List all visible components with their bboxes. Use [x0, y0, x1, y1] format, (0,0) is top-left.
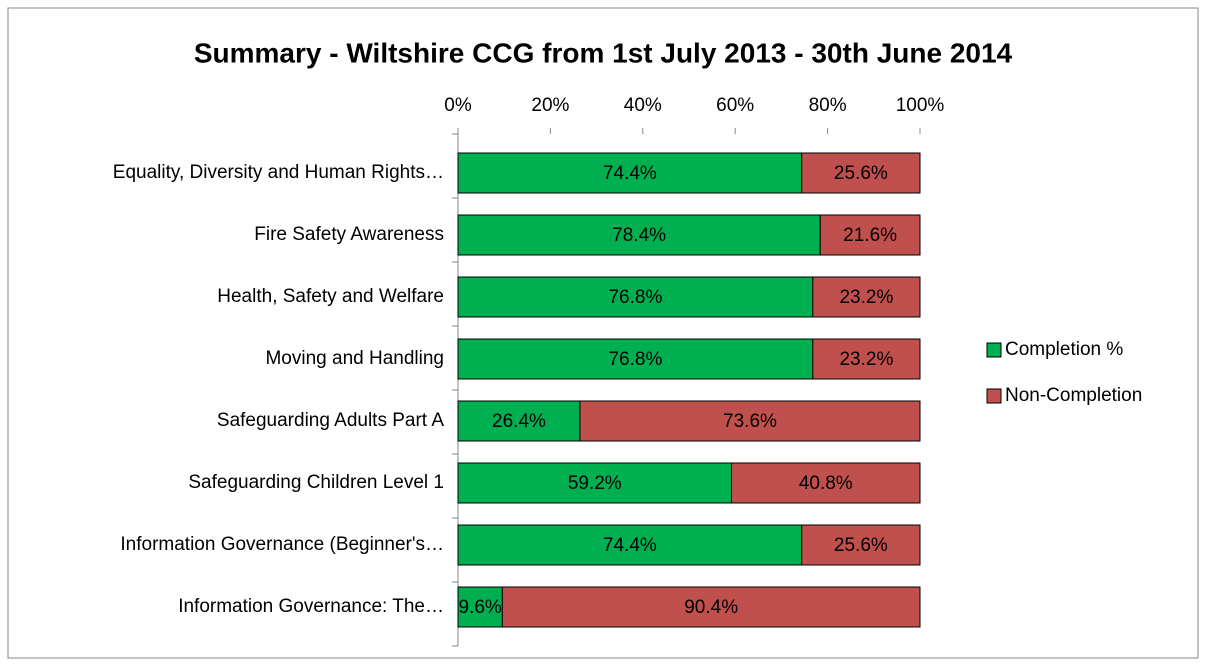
bar-segment	[812, 338, 921, 380]
data-label: 73.6%	[723, 411, 777, 432]
bar-segment	[731, 462, 921, 504]
bar-segment	[801, 152, 921, 194]
bar-segment	[457, 524, 803, 566]
data-label: 21.6%	[843, 225, 897, 246]
bar-segment	[801, 524, 921, 566]
data-label: 40.8%	[799, 473, 853, 494]
legend-label: Completion %	[1005, 339, 1123, 360]
bar-segment	[819, 214, 921, 256]
bar-segment	[812, 276, 921, 318]
y-tick-label: Equality, Diversity and Human Rights…	[113, 162, 444, 183]
legend-label: Non-Completion	[1005, 385, 1142, 406]
x-tick-label: 60%	[716, 95, 754, 116]
chart-title: Summary - Wiltshire CCG from 1st July 20…	[194, 37, 1013, 68]
data-label: 90.4%	[684, 597, 738, 618]
bar-segment	[457, 586, 503, 628]
legend-swatch	[986, 388, 1002, 404]
y-tick-label: Moving and Handling	[265, 348, 444, 369]
data-label: 74.4%	[603, 163, 657, 184]
data-label: 23.2%	[839, 349, 893, 370]
data-label: 74.4%	[603, 535, 657, 556]
y-tick-label: Fire Safety Awareness	[254, 224, 444, 245]
bar-segment	[457, 276, 814, 318]
bar-segment	[579, 400, 921, 442]
x-tick-label: 100%	[896, 95, 945, 116]
data-label: 25.6%	[834, 535, 888, 556]
data-label: 76.8%	[608, 287, 662, 308]
data-label: 59.2%	[568, 473, 622, 494]
y-tick-label: Safeguarding Adults Part A	[217, 410, 444, 431]
bar-segment	[457, 400, 581, 442]
legend-swatch	[986, 342, 1002, 358]
y-tick-label: Information Governance: The…	[178, 596, 444, 617]
data-label: 76.8%	[608, 349, 662, 370]
bar-segment	[501, 586, 921, 628]
x-tick-label: 80%	[809, 95, 847, 116]
data-label: 25.6%	[834, 163, 888, 184]
y-tick-label: Health, Safety and Welfare	[217, 286, 444, 307]
data-label: 26.4%	[492, 411, 546, 432]
y-tick-label: Safeguarding Children Level 1	[188, 472, 444, 493]
x-tick-label: 0%	[444, 95, 472, 116]
bar-segment	[457, 152, 803, 194]
bar-segment	[457, 214, 821, 256]
bar-segment	[457, 462, 733, 504]
y-tick-label: Information Governance (Beginner's…	[120, 534, 444, 555]
data-label: 78.4%	[612, 225, 666, 246]
data-label: 23.2%	[839, 287, 893, 308]
data-label: 9.6%	[459, 597, 502, 618]
bar-segment	[457, 338, 814, 380]
x-tick-label: 20%	[531, 95, 569, 116]
x-tick-label: 40%	[624, 95, 662, 116]
